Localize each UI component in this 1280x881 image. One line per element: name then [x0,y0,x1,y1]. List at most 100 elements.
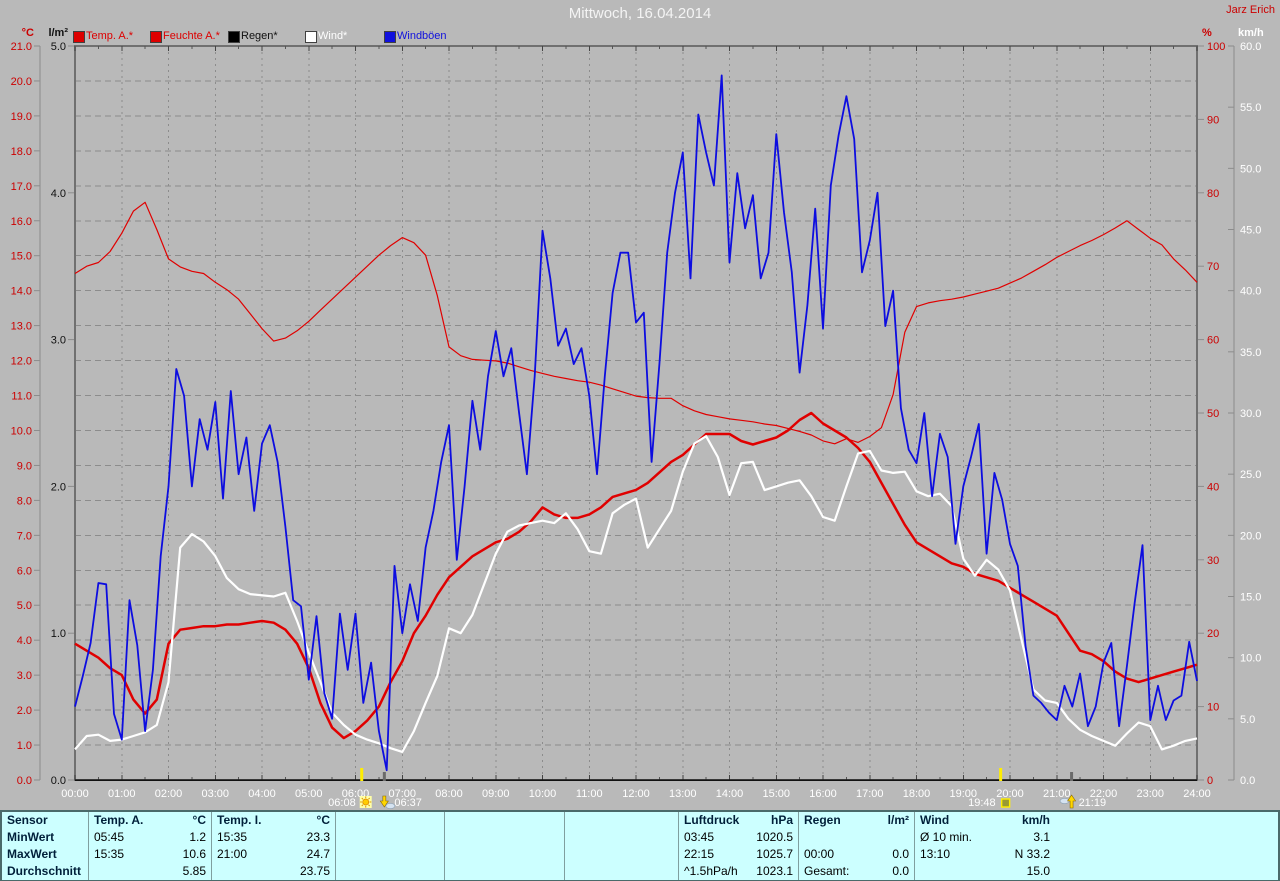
legend-swatch-temp [73,31,85,43]
svg-text:06:08: 06:08 [328,797,356,809]
svg-text:21:00: 21:00 [1043,788,1071,800]
legend-swatch-wind [305,31,317,43]
svg-text:7.0: 7.0 [17,530,32,542]
table-col-wind: Wind km/h Ø 10 min. 3.1 13:10 N 33.2 15.0 [915,812,1278,880]
svg-text:100: 100 [1207,41,1225,53]
svg-text:1.0: 1.0 [17,740,32,752]
svg-text:07:00: 07:00 [388,788,416,800]
series-wind [74,435,1198,754]
svg-text:30: 30 [1207,555,1219,567]
grid [75,46,1197,780]
sun-moon-markers: 06:08 06:37 19:48 21:19 [328,768,1106,809]
col-header: Luftdruck [684,813,740,827]
cell-value: 10.6 [182,847,206,861]
svg-text:0.0: 0.0 [17,775,32,787]
svg-text:19:00: 19:00 [949,788,977,800]
y-axis-unit-wind: km/h [1238,27,1264,39]
table-col-temp-a: Temp. A. °C 05:45 1.2 15:35 10.6 5.85 [89,812,212,880]
svg-text:20.0: 20.0 [11,76,32,88]
page-title: Mittwoch, 16.04.2014 [568,5,712,22]
svg-text:5.0: 5.0 [1240,714,1255,726]
x-axis-labels: 00:00 01:00 02:00 03:00 04:00 05:00 06:00 07:00… [61,788,1211,800]
svg-text:40: 40 [1207,481,1219,493]
table-col-rowlabels: Sensor MinWert MaxWert Durchschnitt [2,812,89,880]
cell-time: Gesamt: [804,864,850,878]
cell-value: 23.75 [299,864,330,878]
svg-text:16.0: 16.0 [11,216,32,228]
svg-text:50: 50 [1207,408,1219,420]
svg-text:19:48: 19:48 [968,797,996,809]
svg-text:08:00: 08:00 [435,788,463,800]
svg-text:15:00: 15:00 [762,788,790,800]
series-tempa [74,411,1198,740]
table-row-label: MinWert [7,830,55,844]
svg-text:0.0: 0.0 [1240,775,1255,787]
svg-text:0.0: 0.0 [51,775,66,787]
cell-time: 05:45 [94,830,125,844]
svg-text:9.0: 9.0 [17,460,32,472]
svg-text:11.0: 11.0 [11,391,32,403]
svg-text:13:00: 13:00 [669,788,697,800]
svg-text:10:00: 10:00 [529,788,557,800]
svg-text:06:37: 06:37 [394,797,422,809]
cell-value: N 33.2 [1014,847,1050,861]
svg-text:17:00: 17:00 [856,788,884,800]
cell-time: 15:35 [94,847,125,861]
legend-label-wind: Wind* [318,30,348,42]
svg-text:80: 80 [1207,188,1219,200]
legend-label-humidity: Feuchte A.* [163,30,220,42]
svg-text:02:00: 02:00 [155,788,183,800]
col-unit: °C [192,813,206,827]
cell-time: 03:45 [684,830,715,844]
svg-text:35.0: 35.0 [1240,347,1261,359]
col-unit: km/h [1021,813,1050,827]
cell-time: Ø 10 min. [920,830,973,844]
svg-text:5.0: 5.0 [51,41,66,53]
cell-value: 3.1 [1033,830,1050,844]
svg-text:13.0: 13.0 [11,321,32,333]
table-col-empty-1 [336,812,445,880]
y-axis-unit-humidity: % [1202,27,1212,39]
svg-text:19.0: 19.0 [11,111,32,123]
svg-text:22:00: 22:00 [1090,788,1118,800]
svg-text:70: 70 [1207,261,1219,273]
cell-value: 24.7 [306,847,330,861]
legend-label-gusts: Windböen [397,30,447,42]
statistics-table: Sensor MinWert MaxWert Durchschnitt Temp… [0,810,1280,881]
cell-time: 13:10 [920,847,951,861]
legend-label-temp: Temp. A.* [86,30,134,42]
svg-text:5.0: 5.0 [17,600,32,612]
cell-value: 0.0 [892,847,909,861]
y-axis-unit-temp: °C [21,27,34,39]
svg-text:16:00: 16:00 [809,788,837,800]
svg-text:20.0: 20.0 [1240,530,1261,542]
svg-text:21:19: 21:19 [1079,797,1107,809]
svg-text:6.0: 6.0 [17,565,32,577]
svg-text:0: 0 [1207,775,1213,787]
svg-text:09:00: 09:00 [482,788,510,800]
svg-text:11:00: 11:00 [576,788,603,800]
y-axis-temp: 0.0 1.0 2.0 3.0 4.0 5.0 6.0 7.0 8.0 9.0 10.0 11.0 12… [11,41,41,787]
svg-text:14:00: 14:00 [716,788,744,800]
svg-text:90: 90 [1207,114,1219,126]
svg-text:01:00: 01:00 [108,788,136,800]
cell-time: 21:00 [217,847,248,861]
svg-text:20: 20 [1207,628,1219,640]
cell-time: 15:35 [217,830,248,844]
svg-text:15.0: 15.0 [1240,592,1261,604]
svg-text:3.0: 3.0 [17,670,32,682]
legend-swatch-humidity [150,31,162,43]
col-header: Temp. A. [94,813,144,827]
cell-time: ^1.5hPa/h [684,864,738,878]
cell-value: 15.0 [1026,864,1050,878]
legend-label-rain: Regen* [241,30,278,42]
cell-time: 22:15 [684,847,715,861]
svg-text:10.0: 10.0 [1240,653,1261,665]
table-col-empty-2 [445,812,565,880]
svg-text:03:00: 03:00 [201,788,229,800]
svg-text:21.0: 21.0 [11,41,32,53]
col-unit: l/m² [887,813,909,827]
table-row-label: Durchschnitt [7,864,82,878]
svg-text:30.0: 30.0 [1240,408,1261,420]
